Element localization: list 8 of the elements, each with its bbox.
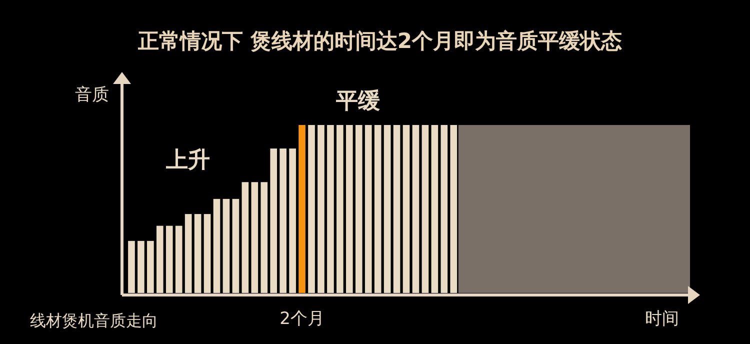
y-axis-title: 音质 bbox=[75, 85, 109, 105]
text: 2个月 bbox=[280, 309, 324, 329]
bar bbox=[298, 125, 306, 293]
chart-title: 正常情况下 煲线材的时间达2个月即为音质平缓状态 bbox=[137, 29, 622, 53]
text: 平缓 bbox=[335, 89, 380, 114]
text: 线材煲机音质走向 bbox=[30, 311, 158, 330]
annotation: 上升 bbox=[165, 148, 210, 173]
text: 时间 bbox=[645, 309, 679, 329]
